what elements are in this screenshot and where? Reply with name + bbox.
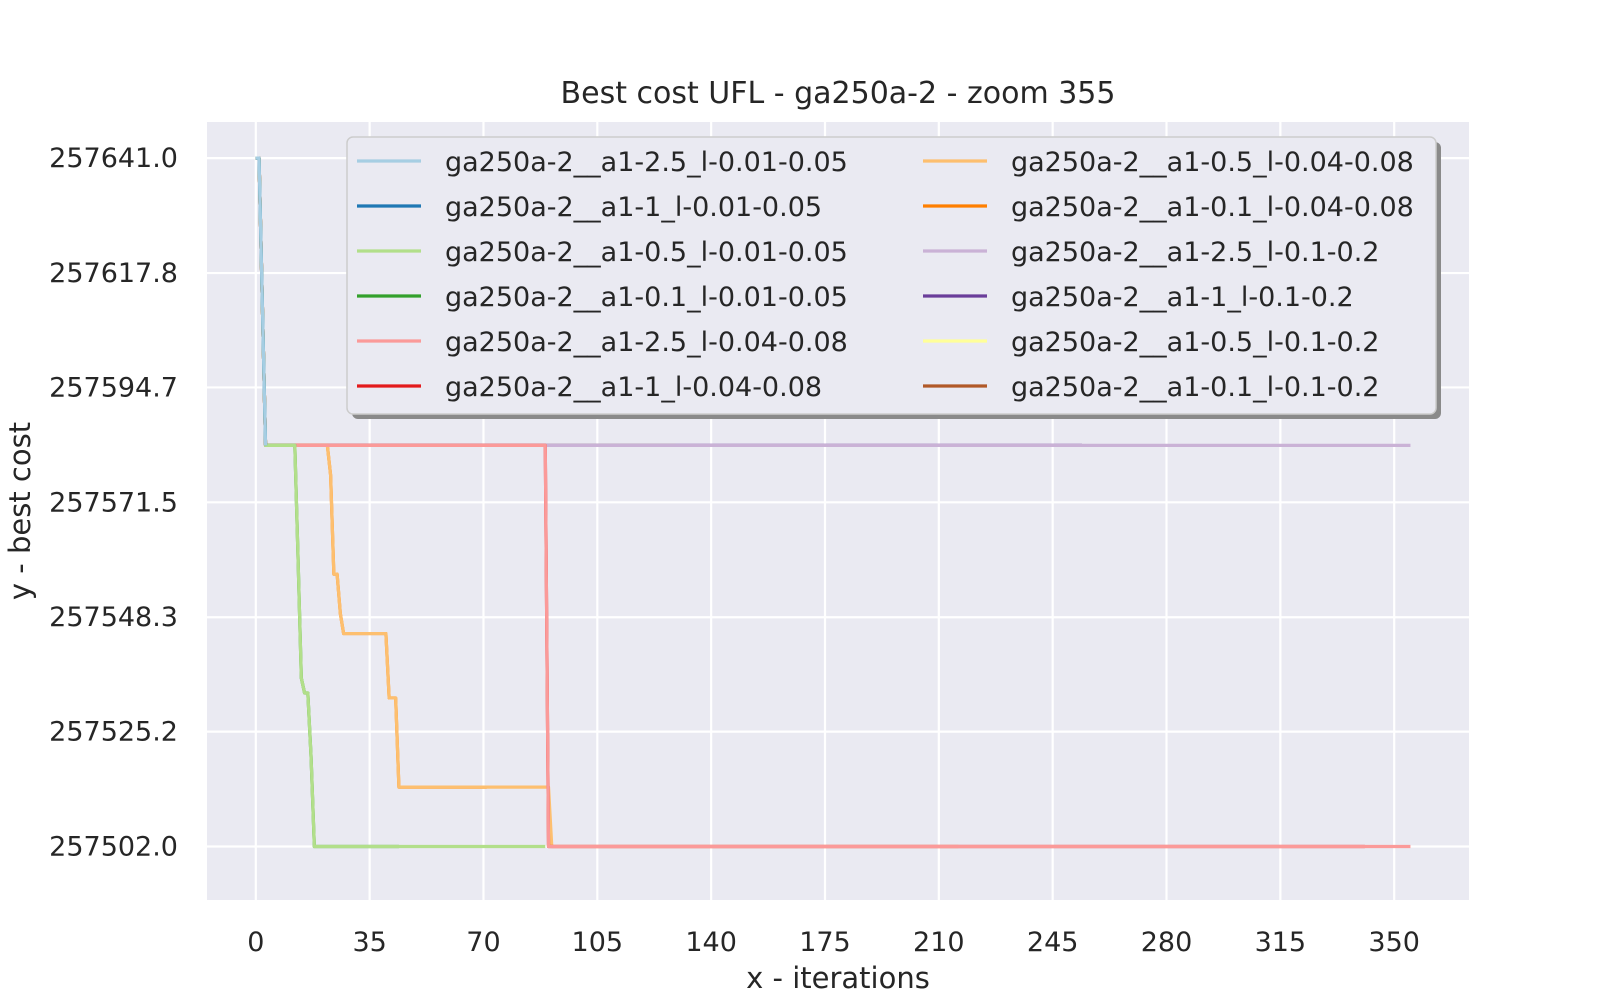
x-axis-label: x - iterations xyxy=(746,961,930,995)
x-tick-label: 280 xyxy=(1141,927,1193,958)
legend-entry-label: ga250a-2__a1-2.5_l-0.1-0.2 xyxy=(1011,237,1379,268)
legend-entry-label: ga250a-2__a1-0.5_l-0.01-0.05 xyxy=(445,237,848,268)
series-line xyxy=(255,156,268,446)
y-tick-label: 257594.7 xyxy=(49,372,178,403)
x-tick-label: 35 xyxy=(352,927,386,958)
y-axis-label: y - best cost xyxy=(3,422,37,600)
series-lines xyxy=(255,156,1411,849)
x-tick-labels: 0 35 70 105 140 175 210 245 280 315 350 xyxy=(247,927,1420,958)
chart-title: Best cost UFL - ga250a-2 - zoom 355 xyxy=(561,76,1116,111)
x-tick-label: 210 xyxy=(913,927,965,958)
x-tick-label: 350 xyxy=(1368,927,1420,958)
x-tick-label: 140 xyxy=(685,927,737,958)
legend-entry-label: ga250a-2__a1-0.1_l-0.01-0.05 xyxy=(445,282,848,313)
y-tick-label: 257502.0 xyxy=(49,832,178,863)
legend-entry-label: ga250a-2__a1-0.5_l-0.1-0.2 xyxy=(1011,327,1379,358)
legend-entry-label: ga250a-2__a1-0.1_l-0.1-0.2 xyxy=(1011,372,1379,403)
legend-frame xyxy=(346,136,1437,415)
legend-entry-label: ga250a-2__a1-0.5_l-0.04-0.08 xyxy=(1011,147,1414,178)
y-tick-label: 257641.0 xyxy=(49,143,178,174)
legend-entry-label: ga250a-2__a1-1_l-0.04-0.08 xyxy=(445,372,822,403)
x-tick-label: 315 xyxy=(1255,927,1307,958)
y-tick-label: 257525.2 xyxy=(49,717,178,748)
x-tick-label: 105 xyxy=(572,927,624,958)
x-tick-label: 245 xyxy=(1027,927,1079,958)
x-tick-label: 70 xyxy=(466,927,500,958)
legend-entry-label: ga250a-2__a1-2.5_l-0.04-0.08 xyxy=(445,327,848,358)
legend: ga250a-2__a1-2.5_l-0.01-0.05 ga250a-2__a1… xyxy=(346,136,1441,419)
y-tick-labels: 257641.0 257617.8 257594.7 257571.5 257548.3… xyxy=(49,143,178,862)
legend-entry-label: ga250a-2__a1-1_l-0.1-0.2 xyxy=(1011,282,1354,313)
y-tick-label: 257571.5 xyxy=(49,487,178,518)
y-tick-label: 257617.8 xyxy=(49,258,178,289)
legend-entry-label: ga250a-2__a1-1_l-0.01-0.05 xyxy=(445,192,822,223)
legend-entry-label: ga250a-2__a1-0.1_l-0.04-0.08 xyxy=(1011,192,1414,223)
x-tick-label: 175 xyxy=(799,927,851,958)
x-tick-label: 0 xyxy=(247,927,264,958)
series-line xyxy=(255,156,959,849)
y-tick-label: 257548.3 xyxy=(49,602,178,633)
legend-entry-label: ga250a-2__a1-2.5_l-0.01-0.05 xyxy=(445,147,848,178)
